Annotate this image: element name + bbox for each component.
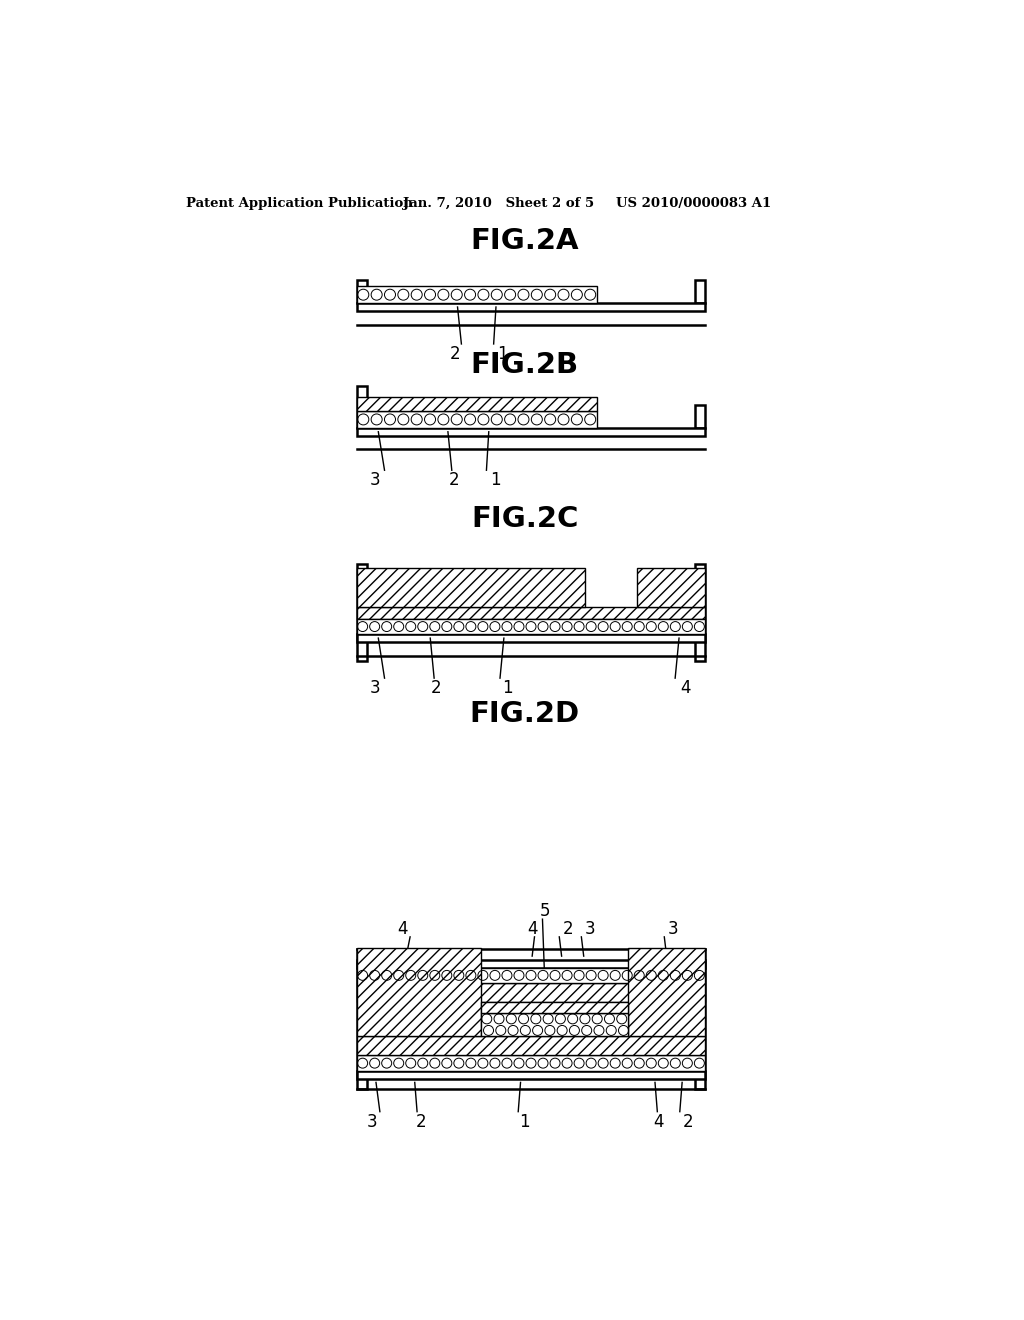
- Bar: [694, 949, 706, 1089]
- Bar: [356, 286, 597, 304]
- Text: 4: 4: [653, 1113, 665, 1131]
- Text: 3: 3: [668, 920, 678, 939]
- Text: 1: 1: [489, 471, 501, 490]
- Bar: [356, 304, 706, 312]
- Bar: [694, 405, 706, 428]
- Text: 1: 1: [519, 1113, 529, 1131]
- Text: US 2010/0000083 A1: US 2010/0000083 A1: [616, 197, 771, 210]
- Bar: [356, 607, 706, 619]
- Text: Jan. 7, 2010   Sheet 2 of 5: Jan. 7, 2010 Sheet 2 of 5: [403, 197, 594, 210]
- Bar: [694, 280, 706, 304]
- Text: 4: 4: [397, 920, 408, 939]
- Bar: [356, 960, 706, 968]
- Text: 3: 3: [370, 471, 381, 490]
- Bar: [356, 983, 706, 1002]
- Text: FIG.2D: FIG.2D: [470, 701, 580, 729]
- Bar: [356, 280, 368, 304]
- Text: 5: 5: [540, 903, 550, 920]
- Text: 3: 3: [585, 920, 595, 939]
- Text: 3: 3: [370, 680, 381, 697]
- Bar: [356, 1036, 706, 1056]
- Text: 3: 3: [367, 1113, 378, 1131]
- Text: Patent Application Publication: Patent Application Publication: [186, 197, 413, 210]
- Bar: [356, 428, 706, 436]
- Text: 1: 1: [503, 680, 513, 697]
- Text: 2: 2: [449, 471, 460, 490]
- Text: 4: 4: [527, 920, 538, 939]
- Text: FIG.2A: FIG.2A: [471, 227, 579, 255]
- Bar: [628, 948, 706, 1036]
- Bar: [356, 1071, 706, 1078]
- Bar: [356, 635, 706, 642]
- Text: 2: 2: [416, 1113, 426, 1131]
- Text: 4: 4: [680, 680, 690, 697]
- Bar: [480, 1014, 628, 1036]
- Bar: [356, 1056, 706, 1071]
- Bar: [356, 397, 597, 411]
- Text: FIG.2B: FIG.2B: [471, 351, 579, 379]
- Text: 2: 2: [431, 680, 441, 697]
- Bar: [356, 948, 480, 1036]
- Bar: [356, 411, 597, 428]
- Bar: [356, 619, 706, 635]
- Bar: [356, 385, 368, 428]
- Text: 2: 2: [683, 1113, 693, 1131]
- Text: 1: 1: [497, 345, 508, 363]
- Bar: [356, 949, 368, 1089]
- Text: FIG.2C: FIG.2C: [471, 504, 579, 533]
- Text: 2: 2: [562, 920, 573, 939]
- Bar: [480, 1002, 628, 1014]
- Bar: [356, 564, 368, 661]
- Bar: [694, 564, 706, 661]
- Bar: [637, 568, 706, 607]
- Bar: [356, 968, 706, 983]
- Bar: [356, 568, 586, 607]
- Text: 2: 2: [450, 345, 461, 363]
